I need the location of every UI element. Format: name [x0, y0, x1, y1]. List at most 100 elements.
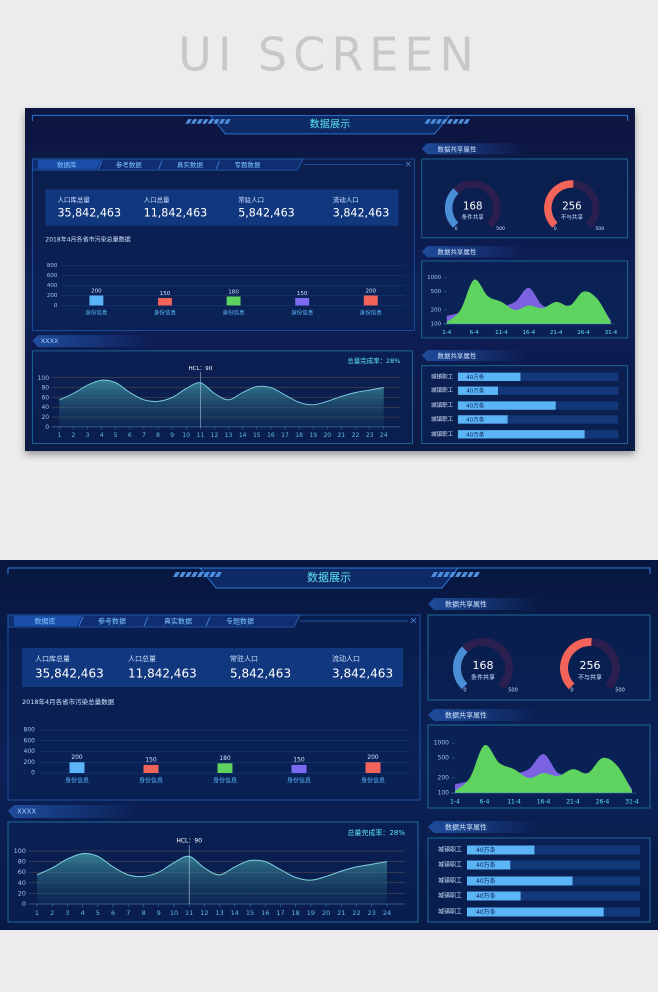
gauge-max: 500 [595, 226, 604, 232]
tab: 专题数据 [235, 160, 261, 169]
x-tick-label: 6-4 [480, 799, 490, 806]
x-tick-label: 11-4 [495, 330, 508, 336]
progress-track [467, 845, 640, 855]
y-tick-label: 200 [24, 759, 36, 766]
gauge-arc [560, 638, 592, 690]
stat-label: 常驻人口 [230, 654, 258, 663]
highlight-label: HCL：90 [176, 838, 202, 845]
bar-value: 200 [91, 288, 102, 294]
x-tick-label: 21-4 [550, 330, 563, 336]
progress-text: 40万条 [466, 387, 485, 395]
area-line [59, 379, 384, 406]
gauge-arc [453, 646, 468, 690]
stat-label: 人口总量 [128, 654, 156, 663]
header-stripe [185, 119, 192, 124]
x-tick-label: 14 [239, 432, 247, 439]
x-tick-label: 26-4 [577, 330, 590, 336]
bar [143, 764, 159, 773]
x-tick-label: 21 [338, 432, 346, 439]
x-tick-label: 10 [170, 909, 178, 917]
header-stripe [467, 572, 474, 577]
tab-divider [78, 616, 84, 627]
tab-divider [97, 160, 103, 170]
gauge-arc [544, 180, 574, 228]
x-tick-label: 26-4 [596, 799, 610, 806]
x-tick-label: 31-4 [605, 330, 618, 336]
y-tick-label: 200 [47, 293, 58, 299]
x-tick-label: 6-4 [470, 330, 480, 336]
x-tick-label: 22 [352, 432, 360, 439]
tab: 专题数据 [226, 617, 254, 626]
x-tick-label: 5 [114, 432, 118, 439]
header-stripe [197, 572, 204, 577]
stat-value: 35,842,463 [35, 667, 104, 681]
progress-bar [457, 415, 508, 424]
x-tick-label: 12 [211, 432, 219, 439]
x-tick-label: 19 [309, 432, 317, 439]
gauge-max: 500 [496, 226, 505, 232]
x-tick-label: 24 [383, 909, 391, 917]
panel-header [421, 143, 526, 155]
header-stripe [424, 119, 432, 124]
progress-bar [457, 386, 499, 395]
progress-track [467, 860, 640, 870]
y-tick-label: 200 [438, 774, 450, 781]
x-tick-label: 3 [86, 432, 90, 439]
row-label: 城镇职工 [438, 861, 462, 869]
y-tick-label: 0 [31, 770, 35, 777]
annotation: 总量完成率：28% [347, 828, 405, 837]
row-label: 城镇职工 [431, 415, 454, 423]
header-stripe [437, 572, 444, 577]
chart-title: 2018年4月各省市污染总量数据 [45, 236, 130, 244]
panel-header [421, 349, 526, 362]
header-stripe [455, 572, 462, 577]
bar [69, 762, 85, 773]
x-tick-label: 身份信息 [85, 308, 108, 316]
gauge-value: 256 [562, 201, 581, 212]
y-tick-label: 400 [24, 748, 36, 755]
stat-value: 11,842,463 [144, 207, 208, 220]
row-label: 城镇职工 [438, 877, 462, 885]
gauge-max: 500 [508, 688, 518, 694]
header-stripe [191, 572, 198, 577]
x-tick-label: 20 [323, 432, 331, 439]
panel-title: 数据共享属性 [445, 711, 487, 720]
progress-text: 40万条 [466, 415, 485, 423]
series-area [446, 279, 611, 324]
header-title: 数据展示 [307, 570, 351, 584]
header-stripe [435, 119, 443, 124]
progress-bar [457, 401, 556, 410]
bar [363, 295, 378, 306]
y-tick-label: 800 [24, 727, 36, 734]
y-tick-label: 60 [18, 868, 26, 876]
series-area [455, 745, 632, 793]
bar-value: 150 [297, 291, 308, 297]
gauge-min: 0 [570, 688, 573, 694]
x-tick-label: 13 [215, 909, 223, 917]
y-tick-label: 80 [41, 385, 49, 392]
x-tick-label: 23 [366, 432, 374, 439]
y-tick-label: 20 [41, 414, 49, 421]
header-stripe [215, 572, 222, 577]
x-tick-label: 身份信息 [222, 308, 245, 316]
x-tick-label: 身份信息 [361, 777, 385, 785]
x-tick-label: 11 [197, 432, 205, 439]
header-stripe [213, 119, 220, 124]
progress-bar [467, 891, 521, 901]
progress-text: 40万条 [476, 877, 496, 885]
section-label: XXXX [41, 337, 59, 345]
x-tick-label: 11 [185, 909, 193, 917]
y-tick-label: 600 [24, 737, 36, 744]
y-tick-label: 40 [18, 879, 26, 887]
stat-value: 3,842,463 [332, 667, 393, 681]
row-label: 城镇职工 [431, 372, 454, 380]
x-tick-label: 身份信息 [154, 308, 177, 316]
stats-box [22, 648, 403, 687]
x-tick-label: 6 [128, 432, 132, 439]
y-tick-label: 800 [47, 263, 58, 269]
bar [226, 296, 241, 306]
header-box [209, 114, 451, 135]
x-tick-label: 13 [225, 432, 233, 439]
x-tick-label: 1-4 [442, 330, 452, 336]
